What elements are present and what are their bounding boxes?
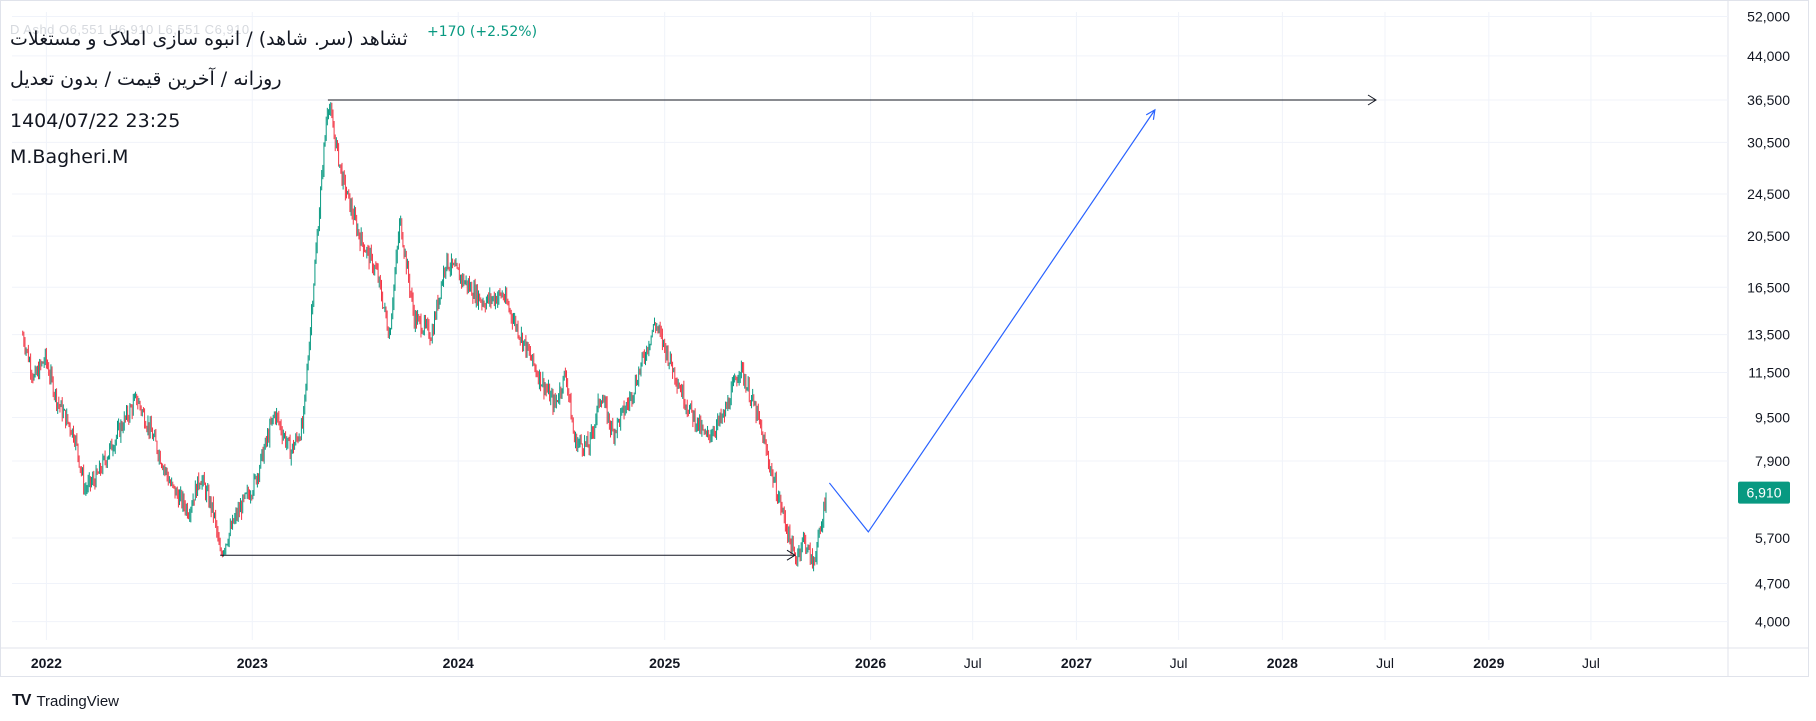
time-tick-label: 2029 (1473, 655, 1504, 671)
price-axis[interactable]: 4,000 4,700 5,700 7,900 9,500 11,500 13,500 16,… (1738, 8, 1790, 630)
time-tick-label: 2026 (855, 655, 886, 671)
time-tick-label: Jul (964, 655, 982, 671)
price-tick-label: 30,500 (1747, 134, 1790, 150)
price-tick-label: 7,900 (1755, 453, 1790, 469)
time-tick-label: 2023 (237, 655, 268, 671)
support-arrow-head (786, 549, 796, 561)
price-tick-label: 5,700 (1755, 530, 1790, 546)
time-tick-label: 2025 (649, 655, 680, 671)
ohlc-readout: D Ashd O6,551 H6,910 L6,551 C6,910 (10, 22, 250, 37)
time-tick-label: 2022 (31, 655, 62, 671)
price-tick-label: 9,500 (1755, 410, 1790, 426)
price-tick-label: 36,500 (1747, 92, 1790, 108)
price-tick-label: 4,000 (1755, 614, 1790, 630)
tradingview-brand[interactable]: TV TradingView (12, 692, 119, 710)
time-tick-label: Jul (1170, 655, 1188, 671)
time-tick-label: 2027 (1061, 655, 1092, 671)
chart-datetime: 1404/07/22 23:25 (10, 110, 181, 132)
price-tick-label: 20,500 (1747, 228, 1790, 244)
price-tick-label: 52,000 (1747, 8, 1790, 24)
price-tick-label: 11,500 (1748, 364, 1790, 380)
time-tick-label: 2028 (1267, 655, 1298, 671)
price-tick-label: 4,700 (1755, 576, 1790, 592)
price-change: +170 (+2.52%) (427, 24, 538, 40)
last-price-label: 6,910 (1746, 485, 1781, 501)
candlestick-series (22, 102, 827, 572)
price-tick-label: 16,500 (1747, 279, 1790, 295)
chart-title: ثشاهد (سر. شاهد) / انبوه سازی املاک و مس… (10, 28, 408, 50)
price-tick-label: 13,500 (1747, 327, 1790, 343)
projection-path (828, 109, 1156, 533)
brand-name: TradingView (36, 692, 119, 710)
time-axis[interactable]: 2022 2023 2024 2025 2026 Jul 2027 Jul 2028 Jul 202… (31, 655, 1600, 671)
tradingview-logo-icon: TV (12, 692, 31, 709)
time-tick-label: Jul (1582, 655, 1600, 671)
chart-frame (0, 0, 1809, 677)
time-tick-label: 2024 (443, 655, 474, 671)
time-tick-label: Jul (1376, 655, 1394, 671)
price-tick-label: 44,000 (1747, 48, 1790, 64)
chart-grid (0, 0, 1809, 677)
projection-arrow-head (1145, 108, 1156, 120)
last-price-badge (1738, 481, 1790, 504)
resistance-arrow-head (1367, 94, 1377, 106)
price-tick-label: 24,500 (1747, 186, 1790, 202)
chart-author: M.Bagheri.M (10, 146, 129, 168)
chart-drawings (220, 94, 1377, 561)
chart-subtitle: روزانه / آخرین قیمت / بدون تعدیل (10, 68, 282, 90)
